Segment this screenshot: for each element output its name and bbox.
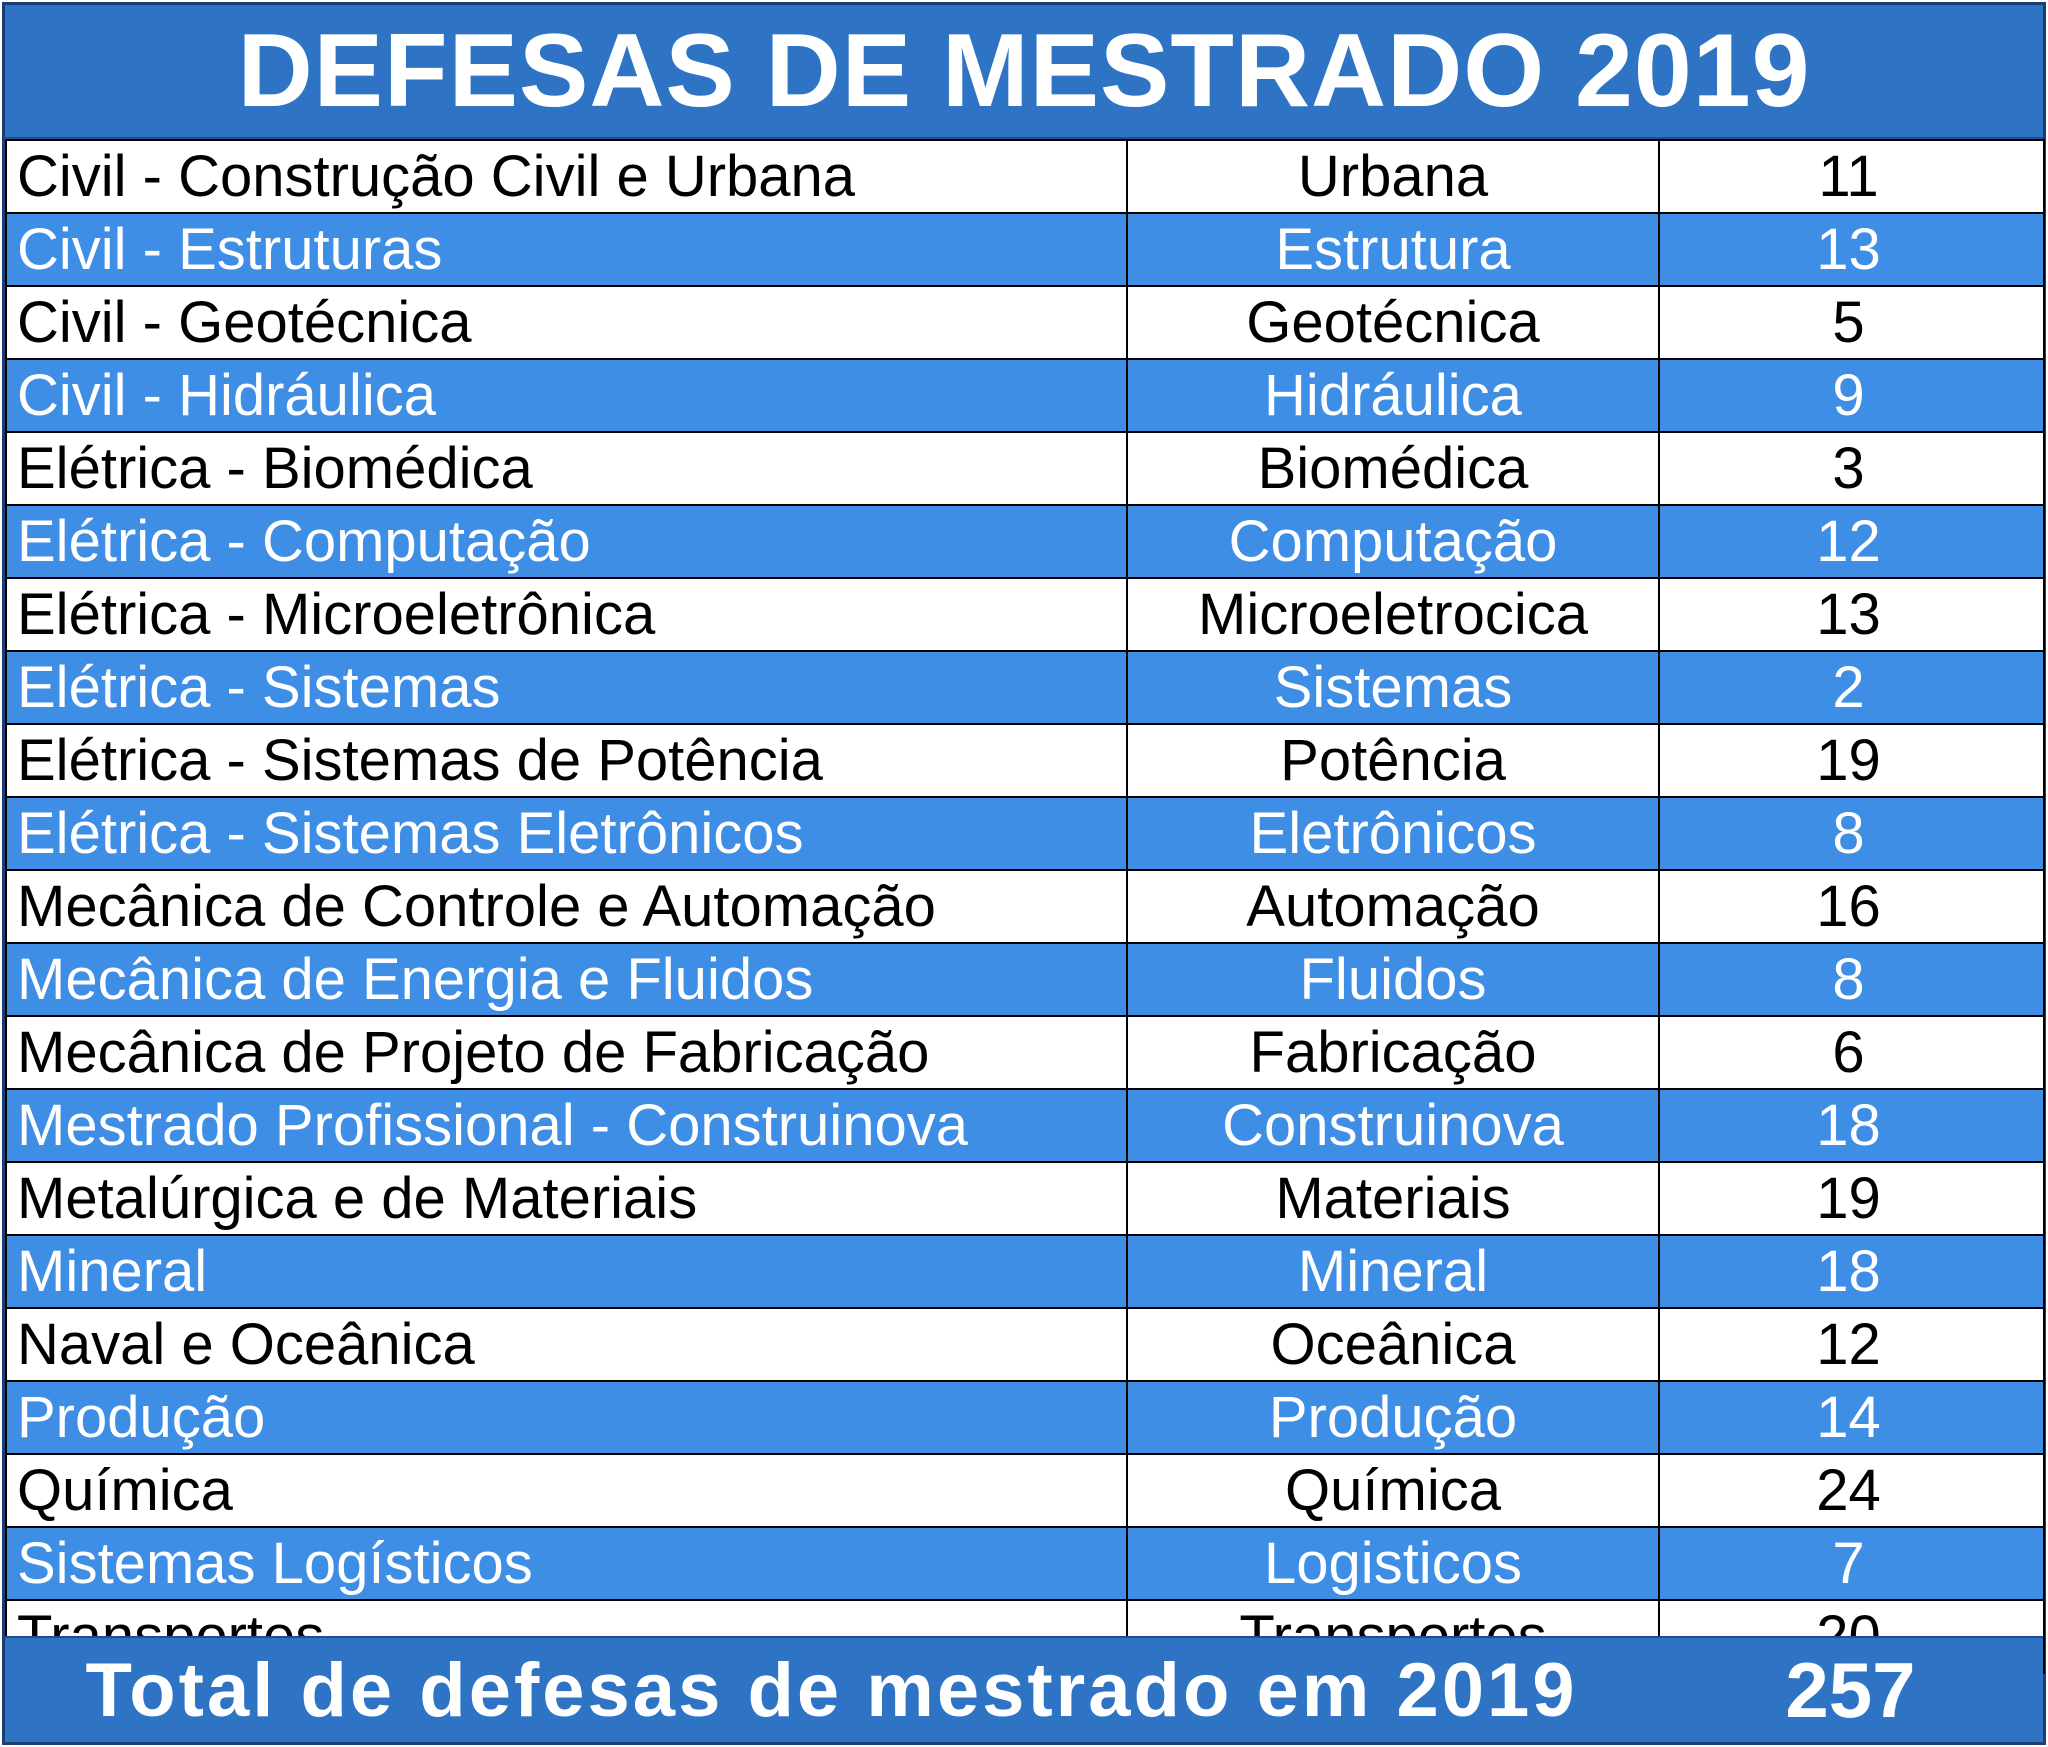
program-name-cell: Elétrica - Microeletrônica [5, 577, 1128, 652]
table-row: Elétrica - Sistemas Eletrônicos Eletrônic… [5, 796, 2045, 871]
program-short-cell: Eletrônicos [1126, 796, 1660, 871]
program-short-cell: Potência [1126, 723, 1660, 798]
program-short-cell: Hidráulica [1126, 358, 1660, 433]
defense-count-cell: 18 [1658, 1234, 2045, 1309]
table-row: Civil - Construção Civil e Urbana Urbana 1… [5, 139, 2045, 214]
program-name-cell: Sistemas Logísticos [5, 1526, 1128, 1601]
table-body: Civil - Construção Civil e Urbana Urbana 1… [5, 139, 2045, 1674]
program-name-cell: Mecânica de Projeto de Fabricação [5, 1015, 1128, 1090]
defense-count-cell: 14 [1658, 1380, 2045, 1455]
program-name-cell: Elétrica - Computação [5, 504, 1128, 579]
program-name-cell: Metalúrgica e de Materiais [5, 1161, 1128, 1236]
program-short-cell: Mineral [1126, 1234, 1660, 1309]
table-row: Metalúrgica e de Materiais Materiais 19 [5, 1161, 2045, 1236]
table-row: Naval e Oceânica Oceânica 12 [5, 1307, 2045, 1382]
program-short-cell: Materiais [1126, 1161, 1660, 1236]
table-row: Química Química 24 [5, 1453, 2045, 1528]
program-name-cell: Mecânica de Controle e Automação [5, 869, 1128, 944]
defense-count-cell: 5 [1658, 285, 2045, 360]
program-name-cell: Civil - Construção Civil e Urbana [5, 139, 1128, 214]
table-row: Civil - Estruturas Estrutura 13 [5, 212, 2045, 287]
program-name-cell: Naval e Oceânica [5, 1307, 1128, 1382]
program-short-cell: Fabricação [1126, 1015, 1660, 1090]
table-row: Mecânica de Controle e Automação Automaçã… [5, 869, 2045, 944]
defense-count-cell: 9 [1658, 358, 2045, 433]
program-name-cell: Civil - Estruturas [5, 212, 1128, 287]
program-short-cell: Produção [1126, 1380, 1660, 1455]
program-short-cell: Computação [1126, 504, 1660, 579]
table-row: Mecânica de Energia e Fluidos Fluidos 8 [5, 942, 2045, 1017]
program-short-cell: Biomédica [1126, 431, 1660, 506]
program-short-cell: Automação [1126, 869, 1660, 944]
table-row: Civil - Hidráulica Hidráulica 9 [5, 358, 2045, 433]
table-wrap: Civil - Construção Civil e Urbana Urbana 1… [5, 139, 2045, 1674]
defense-count-cell: 2 [1658, 650, 2045, 725]
table-row: Sistemas Logísticos Logisticos 7 [5, 1526, 2045, 1601]
program-short-cell: Oceânica [1126, 1307, 1660, 1382]
total-value: 257 [1785, 1645, 1916, 1734]
table-row: Mineral Mineral 18 [5, 1234, 2045, 1309]
defense-count-cell: 18 [1658, 1088, 2045, 1163]
program-name-cell: Elétrica - Sistemas [5, 650, 1128, 725]
defense-count-cell: 3 [1658, 431, 2045, 506]
program-name-cell: Civil - Geotécnica [5, 285, 1128, 360]
defense-count-cell: 6 [1658, 1015, 2045, 1090]
program-short-cell: Fluidos [1126, 942, 1660, 1017]
defesas-table: Civil - Construção Civil e Urbana Urbana 1… [5, 139, 2045, 1674]
defense-count-cell: 13 [1658, 212, 2045, 287]
defense-count-cell: 8 [1658, 796, 2045, 871]
table-row: Elétrica - Sistemas de Potência Potência 1… [5, 723, 2045, 798]
defense-count-cell: 8 [1658, 942, 2045, 1017]
defense-count-cell: 24 [1658, 1453, 2045, 1528]
table-row: Civil - Geotécnica Geotécnica 5 [5, 285, 2045, 360]
program-name-cell: Elétrica - Sistemas Eletrônicos [5, 796, 1128, 871]
table-row: Elétrica - Biomédica Biomédica 3 [5, 431, 2045, 506]
program-short-cell: Química [1126, 1453, 1660, 1528]
program-name-cell: Mecânica de Energia e Fluidos [5, 942, 1128, 1017]
program-name-cell: Civil - Hidráulica [5, 358, 1128, 433]
program-name-cell: Elétrica - Sistemas de Potência [5, 723, 1128, 798]
program-short-cell: Microeletrocica [1126, 577, 1660, 652]
program-short-cell: Estrutura [1126, 212, 1660, 287]
defense-count-cell: 11 [1658, 139, 2045, 214]
program-short-cell: Construinova [1126, 1088, 1660, 1163]
program-name-cell: Química [5, 1453, 1128, 1528]
program-short-cell: Logisticos [1126, 1526, 1660, 1601]
program-short-cell: Geotécnica [1126, 285, 1660, 360]
defense-count-cell: 19 [1658, 723, 2045, 798]
defense-count-cell: 16 [1658, 869, 2045, 944]
program-name-cell: Elétrica - Biomédica [5, 431, 1128, 506]
defense-count-cell: 13 [1658, 577, 2045, 652]
program-name-cell: Mestrado Profissional - Construinova [5, 1088, 1128, 1163]
program-name-cell: Mineral [5, 1234, 1128, 1309]
table-row: Elétrica - Microeletrônica Microeletrocic… [5, 577, 2045, 652]
program-short-cell: Sistemas [1126, 650, 1660, 725]
page-title: DEFESAS DE MESTRADO 2019 [5, 5, 2043, 139]
table-row: Mecânica de Projeto de Fabricação Fabrica… [5, 1015, 2045, 1090]
table-row: Produção Produção 14 [5, 1380, 2045, 1455]
defense-count-cell: 12 [1658, 1307, 2045, 1382]
defense-count-cell: 12 [1658, 504, 2045, 579]
table-row: Mestrado Profissional - Construinova Cons… [5, 1088, 2045, 1163]
defense-count-cell: 7 [1658, 1526, 2045, 1601]
total-footer: Total de defesas de mestrado em 2019 257 [5, 1636, 2043, 1742]
defense-count-cell: 19 [1658, 1161, 2045, 1236]
table-row: Elétrica - Computação Computação 12 [5, 504, 2045, 579]
total-label: Total de defesas de mestrado em 2019 [85, 1647, 1578, 1733]
table-row: Elétrica - Sistemas Sistemas 2 [5, 650, 2045, 725]
program-short-cell: Urbana [1126, 139, 1660, 214]
program-name-cell: Produção [5, 1380, 1128, 1455]
